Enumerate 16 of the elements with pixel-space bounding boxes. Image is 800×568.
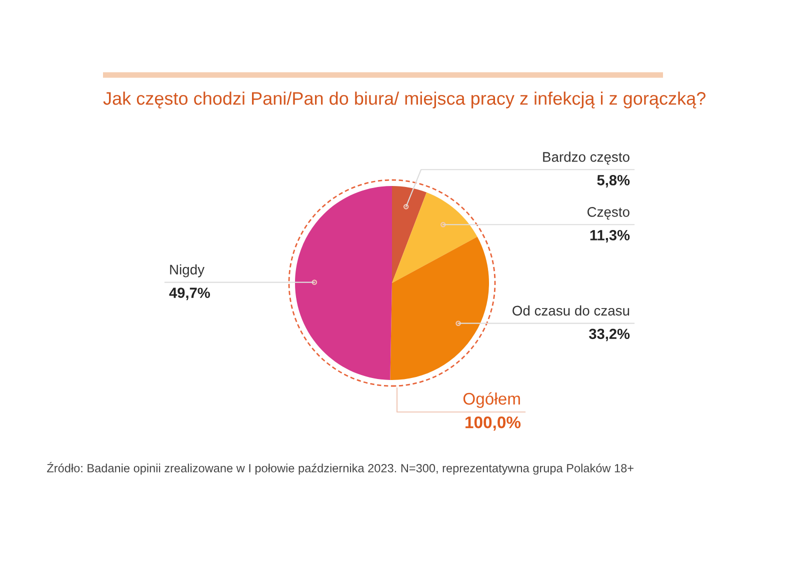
pie-slice xyxy=(390,236,489,380)
text: Źródło: Badanie opinii zrealizowane w I połowie października 2023. N=300, reprezentatywna grupa Polaków 18+ xyxy=(47,462,634,475)
data-label: 5,8% xyxy=(597,175,630,188)
pie-slice xyxy=(295,186,392,380)
text: 100,0% xyxy=(466,416,521,431)
slice-label: Bardzo często xyxy=(543,152,630,165)
data-label: 33,2% xyxy=(588,328,630,342)
slice-label: Często xyxy=(587,207,630,220)
pie-slice xyxy=(392,186,427,283)
chart-title: Jak często chodzi Pani/Pan do biura/ miejsca pracy z infekcją i z gorączką? xyxy=(103,92,706,108)
slice-label: Od czasu do czasu xyxy=(512,305,630,316)
slice-label: Nigdy xyxy=(170,264,204,278)
data-label: 11,3% xyxy=(590,230,630,242)
text: Ogółem xyxy=(463,392,520,408)
pie-slice xyxy=(392,192,478,283)
data-label: 49,7% xyxy=(169,288,210,300)
